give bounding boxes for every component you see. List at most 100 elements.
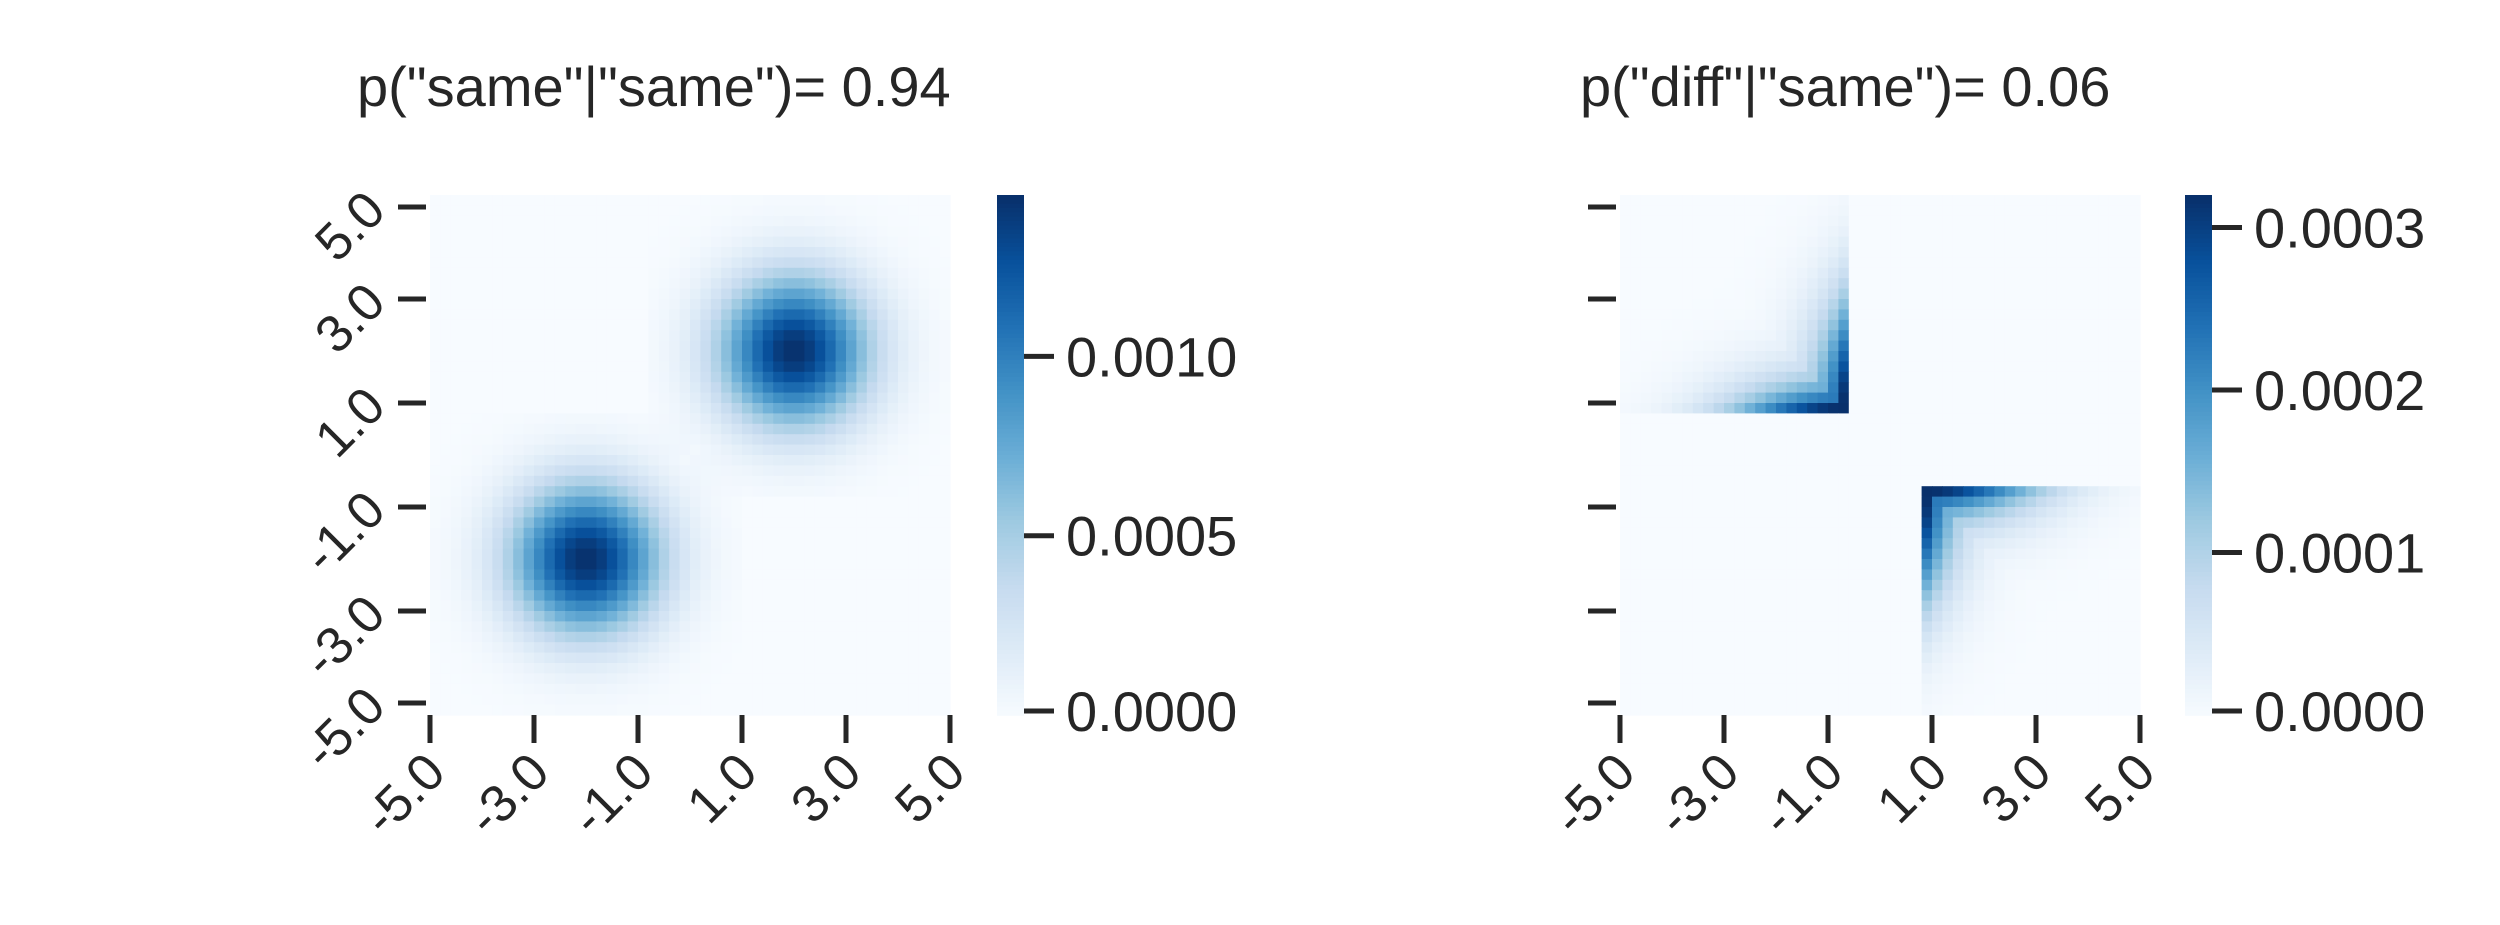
heatmap-cell (2129, 205, 2141, 217)
heatmap-cell (1890, 299, 1902, 310)
heatmap-cell (1713, 319, 1725, 331)
heatmap-cell (1713, 507, 1725, 518)
heatmap-cell (596, 434, 608, 446)
heatmap-cell (846, 340, 857, 352)
heatmap-cell (461, 590, 473, 602)
heatmap-cell (1734, 392, 1746, 404)
heatmap-cell (1984, 413, 1995, 425)
heatmap-cell (1620, 351, 1631, 362)
heatmap-cell (752, 663, 764, 674)
heatmap-cell (856, 299, 868, 310)
heatmap-cell (648, 559, 660, 570)
heatmap-cell (2067, 559, 2079, 570)
heatmap-cell (908, 507, 920, 518)
heatmap-cell (721, 351, 733, 362)
heatmap-cell (1724, 215, 1735, 227)
heatmap-cell (679, 527, 691, 539)
heatmap-cell (586, 455, 597, 466)
heatmap-cell (482, 579, 493, 591)
heatmap-cell (450, 507, 462, 518)
heatmap-cell (461, 257, 473, 269)
heatmap-cell (544, 455, 556, 466)
heatmap-cell (627, 278, 639, 290)
heatmap-cell (773, 351, 785, 362)
heatmap-cell (502, 371, 514, 383)
heatmap-cell (1703, 361, 1715, 373)
heatmap-cell (669, 517, 681, 529)
heatmap-cell (1672, 475, 1683, 487)
heatmap-cell (835, 475, 847, 487)
heatmap-cell (1734, 642, 1746, 654)
heatmap-cell (1796, 621, 1808, 633)
heatmap-cell (918, 694, 930, 706)
heatmap-cell (627, 371, 639, 383)
heatmap-cell (606, 455, 618, 466)
heatmap-cell (866, 455, 878, 466)
heatmap-cell (1828, 195, 1839, 206)
heatmap-cell (440, 340, 452, 352)
heatmap-cell (638, 257, 649, 269)
heatmap-cell (534, 590, 545, 602)
heatmap-cell (1692, 309, 1704, 321)
heatmap-cell (762, 257, 774, 269)
heatmap-cell (482, 673, 493, 685)
heatmap-cell (721, 434, 733, 446)
heatmap-cell (1703, 559, 1715, 570)
heatmap-cell (1942, 475, 1954, 487)
heatmap-cell (679, 683, 691, 695)
heatmap-cell (544, 631, 556, 643)
heatmap-cell (1734, 278, 1746, 290)
heatmap-cell (471, 434, 483, 446)
heatmap-cell (1911, 600, 1923, 612)
heatmap-cell (1932, 371, 1943, 383)
heatmap-cell (1984, 434, 1995, 446)
heatmap-cell (710, 392, 722, 404)
heatmap-cell (2098, 423, 2110, 435)
heatmap-cell (2004, 475, 2016, 487)
heatmap-cell (846, 403, 857, 414)
heatmap-cell (430, 631, 441, 643)
heatmap-cell (1796, 226, 1808, 238)
heatmap-cell (877, 517, 889, 529)
heatmap-cell (554, 704, 566, 716)
heatmap-cell (1651, 631, 1663, 643)
heatmap-cell (1651, 309, 1663, 321)
colorbar-segment (997, 515, 1024, 521)
heatmap-cell (1848, 455, 1860, 466)
colorbar-segment (997, 624, 1024, 630)
heatmap-cell (690, 247, 701, 258)
heatmap-cell (1900, 413, 1912, 425)
heatmap-cell (2015, 236, 2027, 248)
heatmap-cell (523, 392, 535, 404)
colorbar-segment (997, 502, 1024, 508)
heatmap-cell (1786, 226, 1798, 238)
heatmap-cell (440, 683, 452, 695)
heatmap-cell (773, 579, 785, 591)
heatmap-cell (606, 621, 618, 633)
heatmap-cell (1880, 507, 1891, 518)
heatmap-cell (2004, 611, 2016, 622)
heatmap-cell (679, 496, 691, 508)
heatmap-cell (658, 392, 670, 404)
heatmap-cell (575, 236, 587, 248)
heatmap-cell (887, 475, 899, 487)
heatmap-cell (1828, 205, 1839, 217)
heatmap-cell (918, 205, 930, 217)
heatmap-cell (2046, 195, 2058, 206)
heatmap-cell (534, 683, 545, 695)
heatmap-cell (1973, 288, 1985, 300)
heatmap-cell (2046, 611, 2058, 622)
heatmap-cell (908, 226, 920, 238)
heatmap-cell (939, 569, 951, 581)
heatmap-cell (690, 236, 701, 248)
heatmap-cell (2108, 465, 2120, 477)
heatmap-cell (2004, 309, 2016, 321)
heatmap-cell (638, 538, 649, 550)
heatmap-cell (887, 704, 899, 716)
heatmap-cell (1921, 631, 1933, 643)
heatmap-cell (794, 361, 805, 373)
heatmap-cell (627, 611, 639, 622)
heatmap-cell (794, 434, 805, 446)
heatmap-cell (898, 683, 909, 695)
heatmap-cell (1630, 330, 1642, 342)
